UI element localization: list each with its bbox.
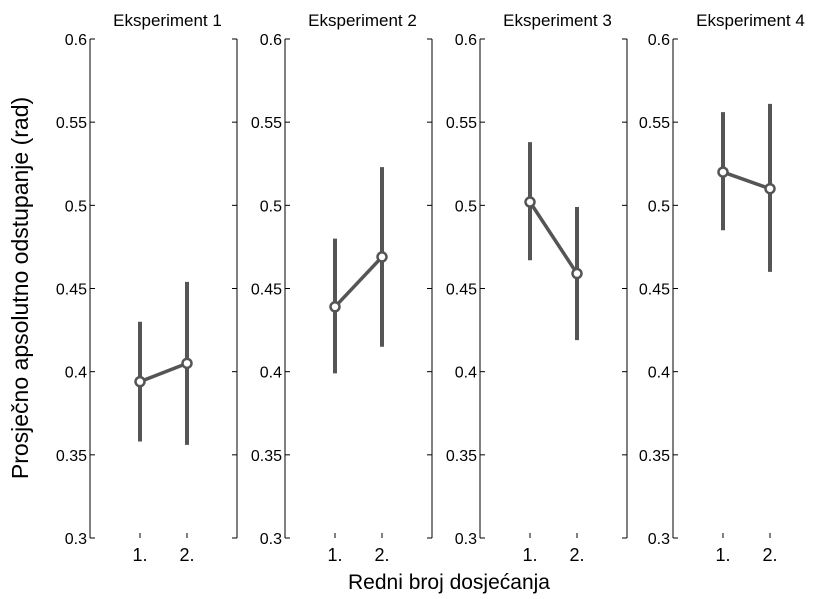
x-tick-label: 2. (374, 545, 389, 565)
y-tick-label: 0.6 (65, 32, 87, 49)
y-tick-label: 0.6 (260, 32, 282, 49)
data-point (764, 182, 776, 195)
x-tick-label: 2. (762, 545, 777, 565)
y-tick-label: 0.35 (446, 448, 477, 465)
y-tick-label: 0.5 (648, 198, 670, 215)
panel-4: Eksperiment 4 0.3 0.35 0.4 0.45 0.5 0.55 0.6 1. 2… (639, 11, 805, 565)
panel-title: Eksperiment 2 (308, 11, 417, 30)
x-tick-label: 1. (132, 545, 147, 565)
y-tick-label: 0.55 (639, 115, 670, 132)
data-point (181, 357, 193, 370)
y-tick-label: 0.45 (56, 282, 87, 299)
panel-3: Eksperiment 3 0.3 0.35 0.4 0.45 0.5 0.55 0.6 1. 2… (446, 11, 628, 565)
y-tick-label: 0.45 (251, 282, 282, 299)
data-point (134, 375, 146, 388)
y-tick-label: 0.5 (260, 198, 282, 215)
y-tick-label: 0.3 (455, 531, 477, 548)
x-tick-label: 2. (569, 545, 584, 565)
data-point (329, 301, 341, 313)
y-tick-label: 0.35 (251, 448, 282, 465)
panels: Eksperiment 1 0.3 0.35 0.4 0.45 0.5 0.55 0.6 1. 2… (56, 11, 805, 565)
y-tick-label: 0.6 (455, 32, 477, 49)
y-tick-label: 0.55 (251, 115, 282, 132)
data-point (571, 267, 583, 280)
y-tick-label: 0.45 (446, 282, 477, 299)
series-line (528, 201, 579, 275)
y-tick-label: 0.35 (639, 448, 670, 465)
series-line (722, 170, 771, 191)
panel-title: Eksperiment 1 (113, 11, 222, 30)
y-axis-label: Prosječno apsolutno odstupanje (rad) (7, 97, 33, 479)
panel-title: Eksperiment 4 (696, 11, 805, 30)
y-tick-label: 0.4 (260, 365, 282, 382)
series-line (139, 361, 188, 384)
y-tick-label: 0.4 (65, 365, 87, 382)
x-tick-label: 1. (715, 545, 730, 565)
y-tick-label: 0.5 (65, 198, 87, 215)
y-tick-label: 0.55 (446, 115, 477, 132)
y-tick-label: 0.3 (260, 531, 282, 548)
x-tick-label: 1. (327, 545, 342, 565)
data-point (717, 166, 729, 178)
x-axis-label: Redni broj dosjećanja (348, 571, 550, 594)
y-tick-label: 0.4 (455, 365, 477, 382)
y-tick-label: 0.35 (56, 448, 87, 465)
y-tick-label: 0.55 (56, 115, 87, 132)
y-tick-label: 0.45 (639, 282, 670, 299)
panel-title: Eksperiment 3 (503, 11, 612, 30)
x-tick-label: 1. (522, 545, 537, 565)
data-point (376, 251, 388, 263)
y-tick-label: 0.5 (455, 198, 477, 215)
panel-2: Eksperiment 2 0.3 0.35 0.4 0.45 0.5 0.55 0.6 1. 2… (251, 11, 433, 565)
x-tick-label: 2. (179, 545, 194, 565)
panel-1: Eksperiment 1 0.3 0.35 0.4 0.45 0.5 0.55 0.6 1. 2… (56, 11, 238, 565)
y-tick-label: 0.4 (648, 365, 670, 382)
y-tick-label: 0.3 (648, 531, 670, 548)
y-tick-label: 0.3 (65, 531, 87, 548)
series-line (333, 255, 384, 308)
data-point (524, 196, 536, 208)
y-tick-label: 0.6 (648, 32, 670, 49)
